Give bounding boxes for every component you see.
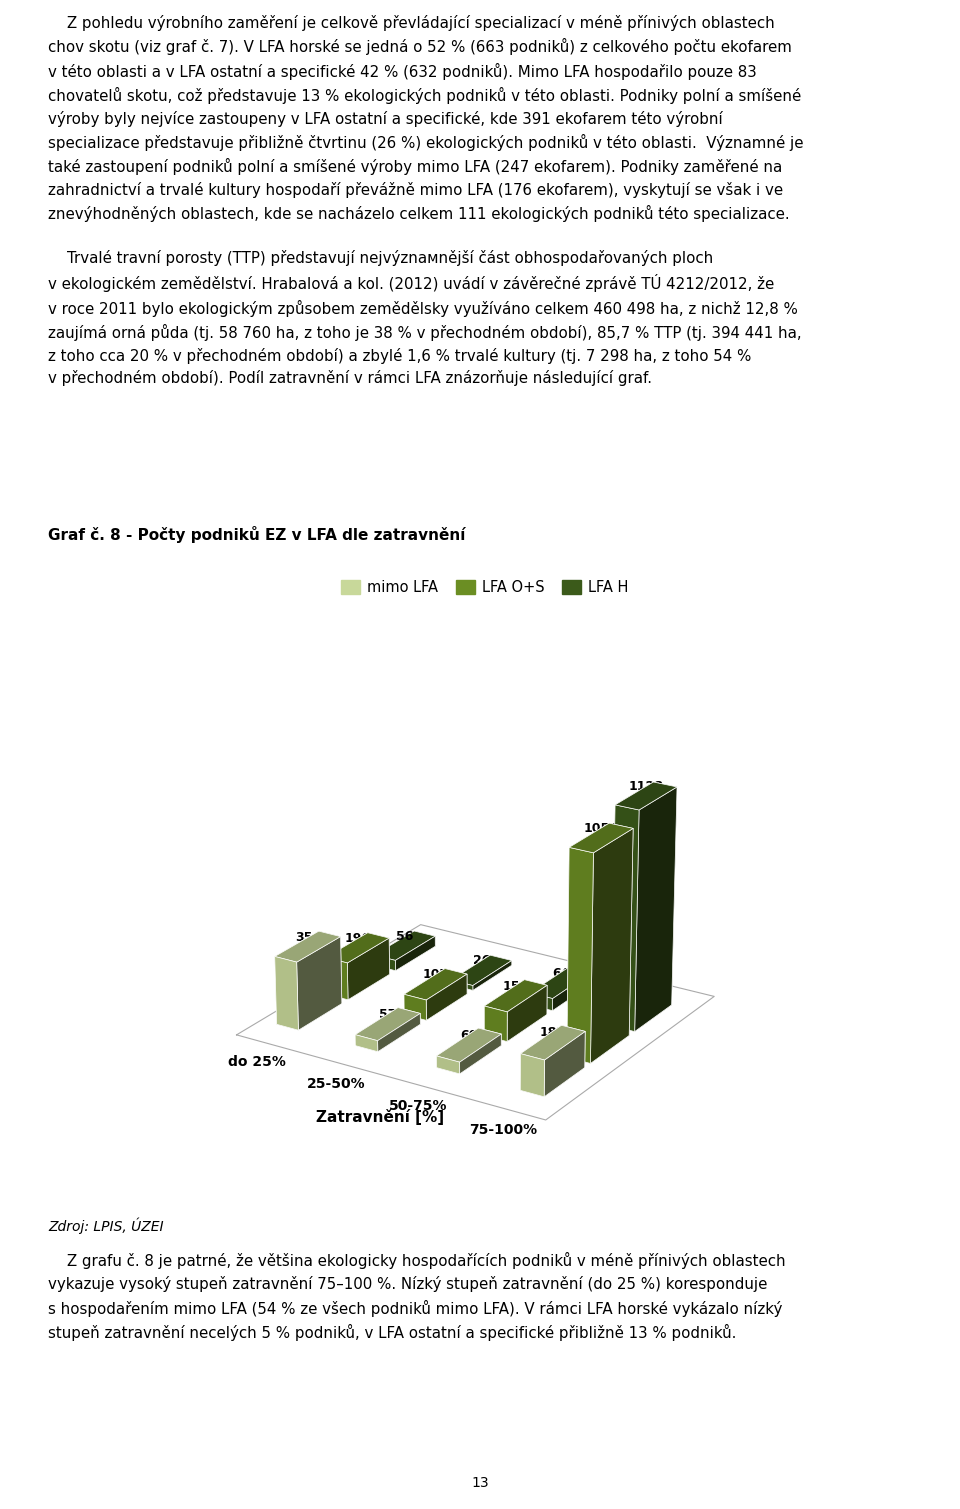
Text: Z pohledu výrobního zaměření je celkově převládající specializací v méně přínivý: Z pohledu výrobního zaměření je celkově … (48, 15, 804, 386)
Text: Zdroj: LPIS, ÚZEI: Zdroj: LPIS, ÚZEI (48, 1218, 163, 1234)
Legend: mimo LFA, LFA O+S, LFA H: mimo LFA, LFA O+S, LFA H (335, 575, 635, 601)
Text: Graf č. 8 - Počty podniků EZ v LFA dle zatravnění: Graf č. 8 - Počty podniků EZ v LFA dle z… (48, 525, 466, 543)
Text: Z grafu č. 8 je patrné, že většina ekologicky hospodařících podniků v méně příni: Z grafu č. 8 je patrné, že většina ekolo… (48, 1252, 785, 1342)
Text: 13: 13 (471, 1476, 489, 1489)
